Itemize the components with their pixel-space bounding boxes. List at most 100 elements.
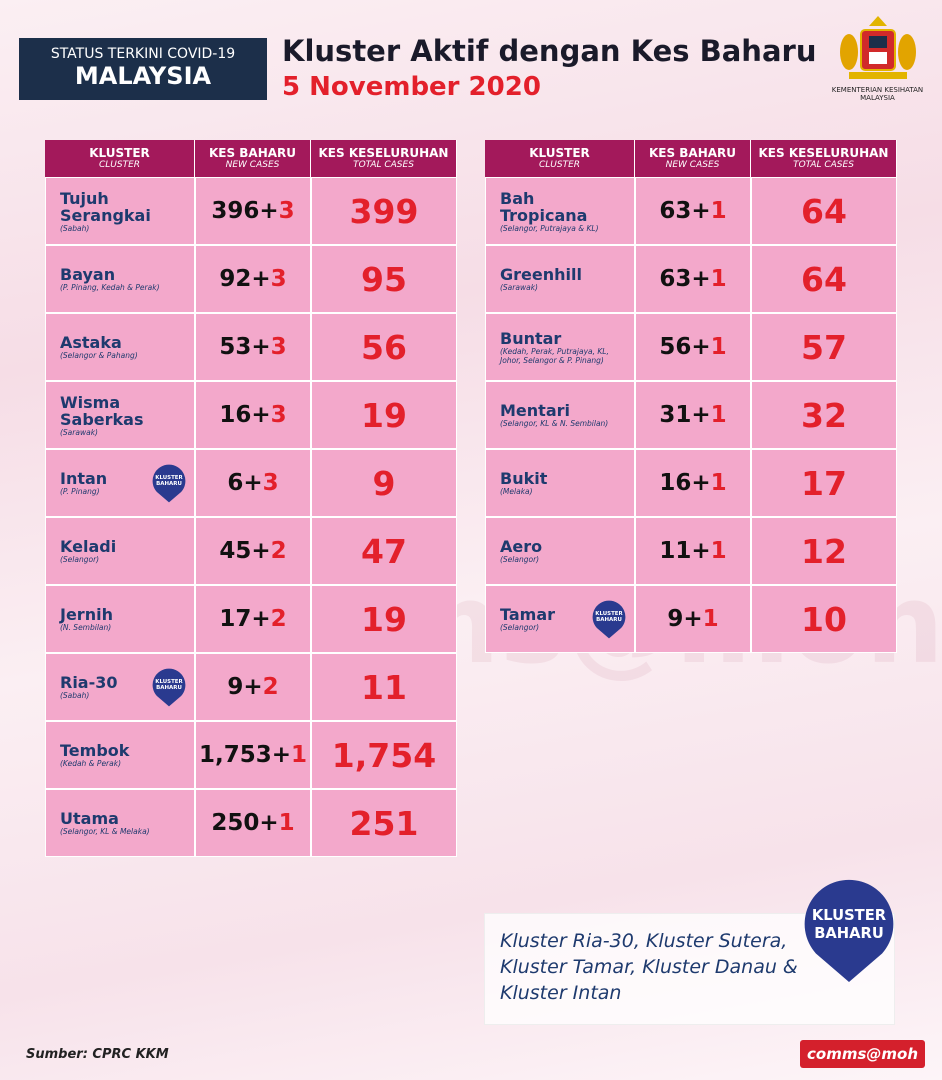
- total-cases-cell: 95: [311, 245, 457, 313]
- cases-base: 6+: [227, 470, 263, 496]
- new-cases-cell: 9+ 1: [635, 585, 751, 653]
- cluster-cell: Bukit (Melaka): [485, 449, 635, 517]
- badge-shape: [592, 600, 626, 639]
- cluster-text: Bah Tropicana (Selangor, Putrajaya & KL): [500, 190, 610, 233]
- total-cases-cell: 399: [311, 177, 457, 245]
- cluster-text: Tamar (Selangor): [500, 606, 555, 632]
- badge-line: KLUSTER: [155, 678, 183, 685]
- total-cases: 19: [361, 395, 407, 435]
- cluster-location: (Selangor): [60, 555, 100, 564]
- total-cases-cell: 47: [311, 517, 457, 585]
- cases-new: 2: [270, 538, 287, 564]
- cluster-name: Jernih: [60, 605, 113, 624]
- new-cases-cell: 250+ 1: [195, 789, 311, 857]
- cluster-location: (Sabah): [60, 223, 90, 233]
- badge-line: BAHARU: [156, 481, 182, 488]
- cases-base: 45+: [219, 538, 271, 564]
- total-cases: 251: [349, 803, 419, 843]
- cases-new: 1: [710, 538, 727, 564]
- ministry: KEMENTERIAN KESIHATAN MALAYSIA: [831, 86, 924, 102]
- cases-new: 1: [710, 198, 727, 224]
- cluster-name: Tujuh Serangkai: [60, 188, 151, 225]
- cases-new: 2: [262, 674, 279, 700]
- new-cases-cell: 31+ 1: [635, 381, 751, 449]
- cluster-text: Wisma Saberkas (Sarawak): [60, 394, 170, 437]
- total-cases: 12: [801, 531, 847, 571]
- cluster-cell: Mentari (Selangor, KL & N. Sembilan): [485, 381, 635, 449]
- total-cases: 64: [801, 191, 847, 231]
- total-cases: 399: [349, 191, 419, 231]
- total-cases-cell: 64: [751, 177, 897, 245]
- total-cases: 95: [361, 259, 407, 299]
- cluster-location: (Selangor): [500, 623, 540, 632]
- total-cases: 9: [372, 463, 396, 503]
- badge-text: KLUSTER BAHARU: [152, 679, 186, 692]
- cluster-name: Tembok: [60, 741, 130, 760]
- header-main: KES BAHARU: [208, 146, 297, 160]
- header-cell: KES KESELURUHAN TOTAL CASES: [751, 140, 897, 177]
- cases-base: 92+: [219, 266, 271, 292]
- cluster-text: Utama (Selangor, KL & Melaka): [60, 810, 150, 836]
- header-cell: KES KESELURUHAN TOTAL CASES: [311, 140, 457, 177]
- header-main: KLUSTER: [89, 146, 150, 160]
- cluster-text: Intan (P. Pinang): [60, 470, 107, 496]
- cluster-cell: Intan (P. Pinang) KLUSTER BAHARU: [45, 449, 195, 517]
- new-cases-cell: 6+ 3: [195, 449, 311, 517]
- cluster-text: Tembok (Kedah & Perak): [60, 742, 129, 768]
- cases-new: 1: [710, 470, 727, 496]
- total-cases-cell: 10: [751, 585, 897, 653]
- total-cases-cell: 17: [751, 449, 897, 517]
- new-cases-cell: 45+ 2: [195, 517, 311, 585]
- cluster-name: Bayan: [60, 265, 116, 284]
- cases-base: 63+: [659, 266, 711, 292]
- cases-new: 3: [270, 402, 287, 428]
- badge-shape: [152, 668, 186, 707]
- total-cases-cell: 19: [311, 381, 457, 449]
- badge-shape: [804, 879, 894, 982]
- badge-holder: KLUSTER BAHARU: [152, 668, 186, 707]
- badge-line: BAHARU: [814, 924, 884, 942]
- cases-new: 3: [270, 266, 287, 292]
- total-cases: 56: [361, 327, 407, 367]
- cluster-cell: Buntar (Kedah, Perak, Putrajaya, KL, Joho…: [485, 313, 635, 381]
- cluster-cell: Utama (Selangor, KL & Melaka): [45, 789, 195, 857]
- new-cases-cell: 63+ 1: [635, 245, 751, 313]
- badge-line: BAHARU: [156, 685, 182, 692]
- cluster-name: Utama: [60, 809, 119, 828]
- new-cases-cell: 53+ 3: [195, 313, 311, 381]
- brand: comms@moh: [800, 1040, 925, 1068]
- new-cases-cell: 16+ 3: [195, 381, 311, 449]
- cluster-name: Aero: [500, 537, 543, 556]
- badge: KLUSTER BAHARU: [152, 668, 186, 707]
- cluster-cell: Tujuh Serangkai (Sabah): [45, 177, 195, 245]
- cluster-text: Keladi (Selangor): [60, 538, 116, 564]
- cluster-name: Tamar: [500, 605, 556, 624]
- header-main: KES KESELURUHAN: [758, 146, 889, 160]
- cases-base: 31+: [659, 402, 711, 428]
- status-line: STATUS TERKINI COVID-19: [50, 46, 236, 62]
- new-cases-cell: 9+ 2: [195, 653, 311, 721]
- cases-base: 63+: [659, 198, 711, 224]
- badge-text: KLUSTER BAHARU: [803, 907, 895, 942]
- total-cases: 19: [361, 599, 407, 639]
- cases-new: 1: [702, 606, 719, 632]
- header-cell: KES BAHARU NEW CASES: [635, 140, 751, 177]
- cluster-cell: Tembok (Kedah & Perak): [45, 721, 195, 789]
- cluster-name: Intan: [60, 469, 108, 488]
- cluster-cell: Bah Tropicana (Selangor, Putrajaya & KL): [485, 177, 635, 245]
- header-cell: KES BAHARU NEW CASES: [195, 140, 311, 177]
- cluster-location: (Selangor, KL & Melaka): [60, 827, 150, 836]
- cluster-location: (N. Sembilan): [60, 623, 112, 632]
- new-cases-cell: 17+ 2: [195, 585, 311, 653]
- badge: KLUSTER BAHARU: [803, 878, 895, 984]
- status-country: MALAYSIA: [74, 62, 212, 90]
- cases-base: 396+: [211, 198, 279, 224]
- header-sub: TOTAL CASES: [353, 160, 414, 170]
- cluster-location: (Kedah, Perak, Putrajaya, KL, Johor, Sel…: [500, 346, 609, 365]
- cluster-text: Jernih (N. Sembilan): [60, 606, 113, 632]
- cluster-location: (P. Pinang, Kedah & Perak): [60, 283, 160, 292]
- status-box: STATUS TERKINI COVID-19 MALAYSIA: [19, 38, 267, 100]
- cluster-location: (Sarawak): [500, 283, 538, 292]
- cluster-location: (Selangor, Putrajaya & KL): [500, 223, 599, 233]
- cluster-text: Astaka (Selangor & Pahang): [60, 334, 138, 360]
